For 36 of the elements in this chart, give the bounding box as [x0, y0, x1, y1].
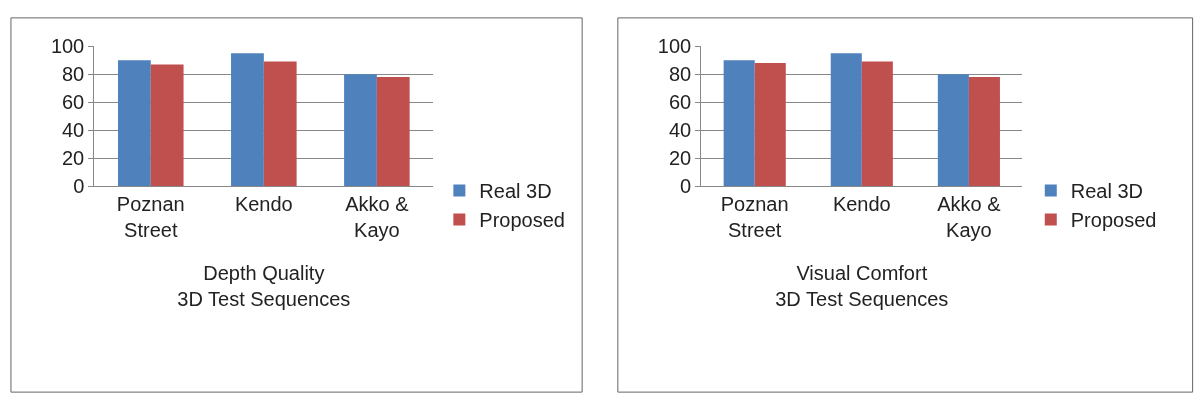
x-tick-label: Akko & Kayo — [345, 193, 410, 242]
y-tick-label: 20 — [62, 147, 85, 170]
x-tick-label: Kendo — [234, 193, 293, 216]
y-tick-label: 0 — [73, 175, 85, 198]
y-tick-label: 80 — [668, 63, 692, 86]
bar — [830, 53, 862, 187]
y-tick-label: 40 — [668, 119, 692, 142]
bar — [117, 60, 151, 187]
x-axis-title: Visual Comfort 3D Test Sequences — [775, 261, 949, 310]
y-tick-label: 40 — [62, 119, 85, 142]
y-tick-label: 100 — [50, 35, 85, 58]
bar — [937, 74, 969, 187]
legend-label: Real 3D — [1070, 180, 1144, 203]
bar — [723, 60, 755, 187]
x-axis-title: Depth Quality 3D Test Sequences — [177, 261, 351, 310]
bar — [231, 53, 264, 187]
y-tick-label: 0 — [680, 175, 692, 198]
bar — [968, 77, 1000, 187]
bar — [861, 61, 893, 187]
y-tick-label: 60 — [62, 91, 85, 114]
x-tick-label: Kendo — [832, 193, 891, 216]
x-tick-label: Poznan Street — [720, 193, 789, 242]
y-tick-label: 100 — [657, 35, 692, 58]
bar — [344, 74, 377, 187]
y-tick-label: 80 — [62, 63, 85, 86]
bar — [754, 63, 786, 187]
y-tick-label: 60 — [668, 91, 692, 114]
bar — [376, 77, 410, 187]
legend-label: Proposed — [1070, 209, 1157, 232]
x-tick-label: Akko & Kayo — [937, 193, 1002, 242]
bar — [263, 61, 297, 187]
bar — [150, 64, 184, 187]
legend-label: Proposed — [479, 209, 565, 232]
x-tick-label: Poznan Street — [116, 193, 185, 242]
y-tick-label: 20 — [668, 147, 692, 170]
legend-label: Real 3D — [479, 180, 552, 203]
